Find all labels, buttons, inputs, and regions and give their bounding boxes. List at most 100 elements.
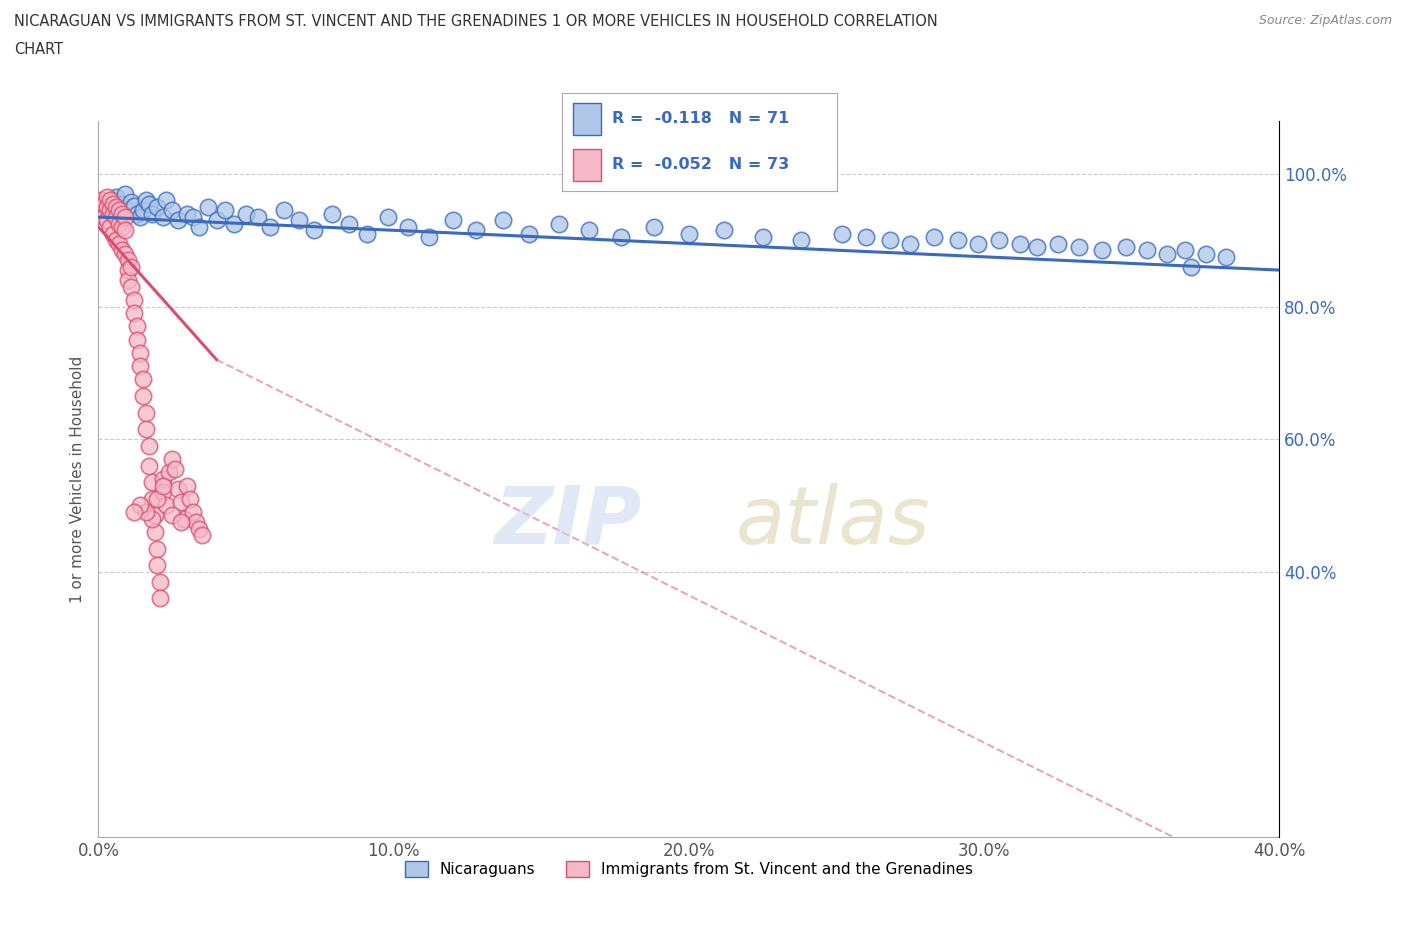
Point: [967, 236, 990, 251]
Point: [246, 209, 269, 224]
Point: [114, 223, 136, 238]
Point: [132, 372, 155, 387]
Point: [117, 203, 139, 218]
Point: [98, 193, 121, 208]
Point: [143, 525, 166, 539]
Point: [176, 478, 198, 493]
Point: [273, 203, 295, 218]
Point: [678, 226, 700, 241]
Point: [1091, 243, 1114, 258]
Point: [93, 209, 115, 224]
Point: [143, 508, 166, 523]
Point: [879, 232, 901, 247]
Point: [155, 193, 177, 208]
Point: [170, 514, 193, 529]
Point: [114, 246, 136, 261]
Point: [152, 485, 174, 499]
Point: [922, 230, 945, 245]
Point: [643, 219, 665, 234]
Point: [146, 541, 169, 556]
Point: [105, 200, 128, 215]
Text: Source: ZipAtlas.com: Source: ZipAtlas.com: [1258, 14, 1392, 27]
Point: [96, 200, 118, 215]
Point: [548, 217, 571, 232]
Point: [152, 478, 174, 493]
Point: [117, 262, 139, 277]
Point: [111, 196, 134, 211]
Point: [96, 196, 118, 211]
Point: [831, 226, 853, 241]
Point: [141, 206, 163, 221]
Point: [122, 198, 145, 213]
Point: [1156, 246, 1178, 261]
Point: [90, 206, 112, 221]
Point: [117, 253, 139, 268]
Point: [103, 226, 125, 241]
Point: [138, 196, 160, 211]
Point: [162, 452, 183, 467]
Point: [111, 219, 134, 234]
Point: [132, 203, 155, 218]
Point: [1215, 249, 1237, 264]
Point: [132, 389, 155, 404]
Point: [105, 190, 128, 205]
Point: [96, 213, 118, 228]
Point: [114, 186, 136, 201]
Point: [146, 558, 169, 573]
Point: [1008, 236, 1031, 251]
Point: [187, 521, 209, 536]
Point: [108, 200, 131, 215]
Text: R =  -0.118   N = 71: R = -0.118 N = 71: [612, 112, 789, 126]
Point: [152, 209, 174, 224]
Point: [181, 505, 204, 520]
Point: [128, 346, 150, 361]
Point: [141, 475, 163, 490]
Text: ZIP: ZIP: [495, 483, 641, 561]
Point: [176, 206, 198, 221]
Point: [162, 203, 183, 218]
Point: [149, 591, 172, 605]
FancyBboxPatch shape: [574, 103, 600, 135]
Point: [855, 230, 877, 245]
Point: [135, 422, 157, 437]
Point: [111, 243, 134, 258]
Point: [122, 505, 145, 520]
Point: [98, 219, 121, 234]
Point: [321, 206, 343, 221]
Point: [122, 292, 145, 307]
Point: [167, 482, 190, 497]
Point: [197, 200, 219, 215]
Point: [114, 209, 136, 224]
Point: [302, 223, 325, 238]
Point: [187, 219, 209, 234]
Point: [103, 193, 125, 208]
Point: [105, 209, 128, 224]
Point: [1026, 239, 1049, 254]
Point: [90, 193, 112, 208]
Point: [128, 498, 150, 513]
Text: NICARAGUAN VS IMMIGRANTS FROM ST. VINCENT AND THE GRENADINES 1 OR MORE VEHICLES : NICARAGUAN VS IMMIGRANTS FROM ST. VINCEN…: [14, 14, 938, 29]
Point: [441, 213, 464, 228]
Point: [135, 193, 157, 208]
Point: [339, 217, 361, 232]
Point: [1067, 239, 1090, 254]
Point: [152, 472, 174, 486]
Point: [96, 190, 118, 205]
Point: [173, 512, 195, 526]
Point: [181, 209, 204, 224]
Point: [117, 272, 139, 287]
Point: [1180, 259, 1202, 274]
Point: [111, 206, 134, 221]
Point: [120, 194, 142, 209]
Point: [103, 196, 125, 211]
Point: [259, 219, 281, 234]
Point: [165, 461, 187, 476]
Point: [149, 575, 172, 590]
Point: [108, 236, 131, 251]
Point: [713, 223, 735, 238]
Point: [93, 196, 115, 211]
Point: [138, 458, 160, 473]
Point: [141, 512, 163, 526]
Point: [98, 203, 121, 218]
Point: [205, 213, 228, 228]
